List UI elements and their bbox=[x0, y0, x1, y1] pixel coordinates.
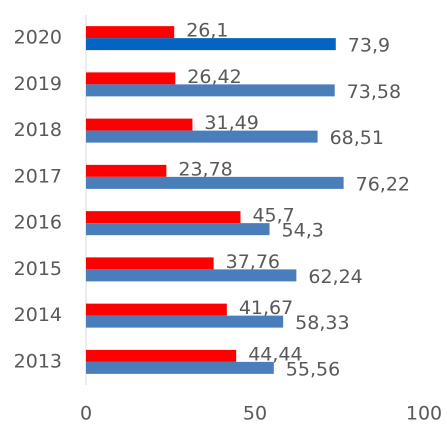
data-label: 55,56 bbox=[286, 358, 340, 380]
y-tick-label: 2014 bbox=[14, 304, 62, 326]
y-tick-label: 2020 bbox=[14, 27, 62, 49]
data-label: 54,3 bbox=[282, 220, 324, 242]
y-tick-label: 2013 bbox=[14, 350, 62, 372]
y-tick-label: 2015 bbox=[14, 258, 62, 280]
x-tick-label: 100 bbox=[406, 403, 442, 425]
bar bbox=[86, 303, 227, 316]
bar bbox=[86, 72, 176, 85]
bar bbox=[86, 257, 214, 270]
data-label: 73,9 bbox=[348, 35, 390, 57]
bar bbox=[86, 211, 241, 224]
bar bbox=[86, 38, 336, 51]
bar bbox=[86, 223, 270, 236]
x-tick-label: 50 bbox=[243, 403, 267, 425]
data-label: 62,24 bbox=[308, 266, 362, 288]
data-label: 45,7 bbox=[252, 205, 294, 227]
data-label: 31,49 bbox=[204, 112, 258, 134]
data-label: 26,42 bbox=[187, 66, 241, 88]
bar bbox=[86, 315, 284, 328]
bar bbox=[86, 176, 344, 189]
y-tick-label: 2017 bbox=[14, 165, 62, 187]
bar bbox=[86, 269, 297, 282]
bar bbox=[86, 84, 335, 97]
y-tick-label: 2019 bbox=[14, 73, 62, 95]
data-label: 76,22 bbox=[356, 173, 410, 195]
data-label: 37,76 bbox=[226, 251, 280, 273]
data-label: 41,67 bbox=[239, 297, 293, 319]
bar bbox=[86, 349, 237, 362]
data-label: 58,33 bbox=[295, 312, 349, 334]
data-label: 26,1 bbox=[186, 20, 228, 42]
bar bbox=[86, 164, 167, 177]
bar bbox=[86, 130, 318, 143]
data-label: 73,58 bbox=[347, 81, 401, 103]
bar bbox=[86, 361, 274, 374]
bar bbox=[86, 26, 175, 39]
data-label: 44,44 bbox=[248, 343, 302, 365]
bar bbox=[86, 118, 193, 131]
y-tick-label: 2016 bbox=[14, 212, 62, 234]
y-tick-label: 2018 bbox=[14, 119, 62, 141]
data-label: 68,51 bbox=[330, 127, 384, 149]
x-tick-label: 0 bbox=[80, 403, 92, 425]
data-label: 23,78 bbox=[178, 158, 232, 180]
